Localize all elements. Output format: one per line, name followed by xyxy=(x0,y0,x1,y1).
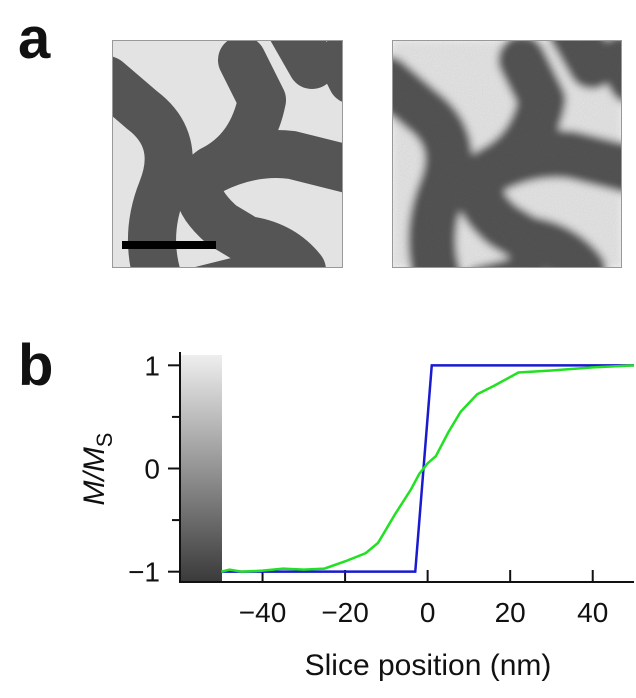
panel-label: b xyxy=(18,333,53,398)
x-tick-label: 0 xyxy=(420,597,436,628)
line xyxy=(220,364,635,573)
x-axis-label: Slice position (nm) xyxy=(305,649,552,682)
colorbar xyxy=(180,355,222,582)
panel-label: a xyxy=(18,6,51,71)
x-tick-label: −20 xyxy=(321,597,369,628)
x-tick-label: −40 xyxy=(239,597,287,628)
y-tick-label: −1 xyxy=(128,557,160,588)
scale-bar xyxy=(122,241,216,249)
y-tick-label: 0 xyxy=(144,454,160,485)
domain-image-exp xyxy=(392,40,622,268)
y-axis-label: M/MS xyxy=(78,432,117,505)
y-tick-label: 1 xyxy=(144,350,160,381)
y-label-sub: S xyxy=(92,432,117,447)
x-tick-label: 20 xyxy=(495,597,526,628)
x-tick-label: 40 xyxy=(577,597,608,628)
domain-image-sim xyxy=(112,40,343,268)
line xyxy=(221,364,634,573)
y-label-main: M/M xyxy=(78,447,111,505)
